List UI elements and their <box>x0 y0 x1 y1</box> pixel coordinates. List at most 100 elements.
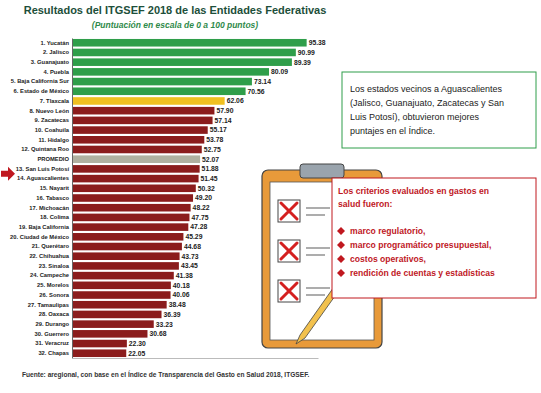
chart-canvas: Resultados del ITGSEF 2018 de las Entida… <box>0 0 541 393</box>
criteria-title: salud fueron: <box>338 199 393 209</box>
paper-line <box>306 294 325 295</box>
y-tick-label: 31. Veracruz <box>35 340 69 346</box>
bullet-icon <box>337 227 345 235</box>
y-tick: 31. Veracruz <box>35 340 72 346</box>
y-tick: 20. Ciudad de México <box>10 234 72 240</box>
y-tick: 1. Yucatán <box>40 40 72 46</box>
data-label: 62.06 <box>227 97 244 104</box>
bar <box>72 68 269 76</box>
data-labels: 95.3890.9989.3980.0973.1470.5662.0657.90… <box>128 39 326 356</box>
y-tick-label: 19. Baja California <box>19 224 70 230</box>
y-tick: 30. Guerrero <box>35 331 72 337</box>
y-tick: 28. Oaxaca <box>39 311 72 317</box>
source: Fuente: aregional, con base en el Índice… <box>22 370 309 379</box>
data-label: 89.39 <box>294 59 311 66</box>
y-tick-label: 2. Jalisco <box>43 49 70 55</box>
y-tick: 6. Estado de México <box>14 88 72 94</box>
data-label: 45.29 <box>185 233 202 240</box>
data-label: 52.75 <box>204 146 221 153</box>
data-label: 41.38 <box>176 272 193 279</box>
data-label: 50.32 <box>198 185 215 192</box>
pointer-arrow <box>1 167 15 181</box>
data-label: 70.56 <box>248 88 265 95</box>
bar <box>72 272 174 280</box>
bar <box>72 233 183 241</box>
data-label: 40.18 <box>173 282 190 289</box>
x-axis-line <box>73 358 319 359</box>
data-label: 51.45 <box>201 175 218 182</box>
data-label: 90.99 <box>298 49 315 56</box>
y-axis-line <box>72 39 73 359</box>
data-label: 44.68 <box>184 243 201 250</box>
data-label: 47.28 <box>190 223 207 230</box>
bullet-icon <box>337 255 345 263</box>
bar <box>72 146 202 154</box>
bar <box>72 214 189 222</box>
y-tick: 10. Coahuila <box>35 127 72 133</box>
bar <box>72 175 199 183</box>
criteria-item: rendición de cuentas y estadísticas <box>350 268 495 278</box>
check-x <box>281 203 297 219</box>
y-tick-label: 15. Nayarit <box>40 185 69 191</box>
y-tick: 17. Michoacán <box>29 205 72 211</box>
y-tick-label: 12. Quintana Roo <box>21 146 69 152</box>
y-tick: 23. Sinaloa <box>39 263 72 269</box>
bar <box>72 349 126 357</box>
y-tick-label: 28. Oaxaca <box>39 311 70 317</box>
y-tick-label: 29. Durango <box>36 321 70 327</box>
data-label: 57.90 <box>216 107 233 114</box>
data-label: 33.23 <box>156 321 173 328</box>
criteria-title: Los criterios evaluados en gastos en <box>338 186 489 196</box>
y-tick-label: 13. San Luis Potosí <box>16 166 70 172</box>
bar <box>72 78 252 86</box>
y-tick: 21. Querétaro <box>32 243 72 249</box>
bar <box>72 49 296 57</box>
bar <box>72 320 154 328</box>
y-tick: 7. Tlaxcala <box>40 98 72 104</box>
criteria-item: marco regulatorio, <box>350 226 425 236</box>
y-tick-label: 23. Sinaloa <box>39 263 70 269</box>
data-label: 22.30 <box>129 340 146 347</box>
x-axis <box>73 358 319 359</box>
bars <box>72 39 307 357</box>
y-tick: 11. Hidalgo <box>38 137 72 143</box>
note-text: Los estados vecinos a Aguascalientes <box>350 84 503 94</box>
y-axis: 1. Yucatán2. Jalisco3. Guanajuato4. Pueb… <box>10 39 72 359</box>
data-label: 53.78 <box>206 136 223 143</box>
bar <box>72 252 180 260</box>
y-tick-label: 7. Tlaxcala <box>40 98 70 104</box>
data-label: 22.05 <box>128 350 145 357</box>
y-tick: 26. Sonora <box>39 292 72 298</box>
y-tick-label: 20. Ciudad de México <box>10 234 69 240</box>
bullet-icon <box>337 241 345 249</box>
y-tick-label: 24. Campeche <box>30 272 70 278</box>
note-text: Luis Potosí), obtuvieron mejores <box>350 112 480 122</box>
y-tick: 16. Tabasco <box>36 195 72 201</box>
note-box <box>342 72 536 148</box>
y-tick-label: 25. Morelos <box>37 282 69 288</box>
y-tick-label: 30. Guerrero <box>35 331 70 337</box>
bar <box>72 204 191 212</box>
bar <box>72 107 214 115</box>
y-tick-label: PROMEDIO <box>37 156 69 162</box>
bar <box>72 282 171 290</box>
y-tick-label: 22. Chihuahua <box>29 253 69 259</box>
y-tick: 14. Aguascalientes <box>17 175 72 181</box>
y-tick-label: 1. Yucatán <box>40 40 69 46</box>
y-tick-label: 17. Michoacán <box>29 205 69 211</box>
y-tick-label: 32. Chapas <box>38 350 69 356</box>
y-tick-label: 5. Baja California Sur <box>11 78 70 84</box>
y-tick: 2. Jalisco <box>43 49 72 55</box>
bar <box>72 39 307 47</box>
paper-line <box>306 207 330 208</box>
check-x <box>281 283 297 299</box>
y-tick-label: 18. Colima <box>40 214 70 220</box>
data-label: 80.09 <box>271 68 288 75</box>
bar <box>72 136 204 144</box>
bar <box>72 340 127 348</box>
y-tick-label: 9. Zacatecas <box>35 117 69 123</box>
clipboard-clip <box>300 164 344 178</box>
bar <box>72 330 147 338</box>
bar <box>72 58 292 66</box>
data-label: 51.88 <box>202 165 219 172</box>
